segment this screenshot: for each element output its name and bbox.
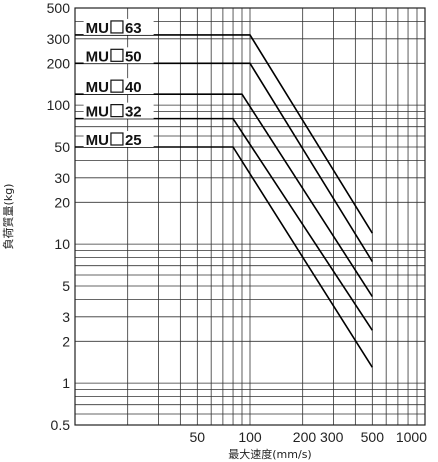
series-line (75, 146, 373, 368)
y-tick-label: 10 (54, 236, 70, 252)
plot-frame (74, 7, 426, 426)
series-line (75, 117, 373, 331)
x-tick-label: 200 300 (293, 429, 344, 445)
x-tick-label: 1000 (396, 429, 427, 445)
y-tick-label: 3 (62, 309, 70, 325)
series-label: MU (86, 48, 109, 65)
series-label: MU (86, 20, 109, 37)
y-tick-label: 200 (47, 55, 71, 71)
series-label-bg (83, 47, 154, 64)
series-label-square (110, 48, 124, 62)
series-label-size: 63 (125, 20, 142, 37)
x-axis-label: 最大速度(mm/s) (228, 447, 311, 461)
y-tick-label: 1 (62, 375, 70, 391)
y-tick-label: 300 (47, 31, 71, 47)
series-label-size: 25 (125, 132, 142, 149)
series-label-size: 32 (125, 104, 142, 121)
series-line (75, 93, 373, 297)
series-label-size: 40 (125, 79, 142, 96)
series-label-square (110, 20, 124, 34)
y-tick-label: 50 (54, 139, 70, 155)
x-tick-label: 500 (361, 429, 385, 445)
y-tick-label: 100 (47, 97, 71, 113)
series-label-square (110, 104, 124, 118)
y-tick-label: 2 (62, 333, 70, 349)
series-label-bg (83, 102, 154, 119)
series-label: MU (86, 79, 109, 96)
series-label: MU (86, 132, 109, 149)
series-label-bg (83, 18, 154, 35)
series-label-bg (83, 78, 154, 95)
series-label-square (110, 132, 124, 146)
y-tick-label: 30 (54, 170, 70, 186)
y-tick-label: 0.5 (51, 417, 71, 433)
series-label-size: 50 (125, 48, 142, 65)
y-tick-label: 5 (62, 278, 70, 294)
y-tick-label: 20 (54, 194, 70, 210)
y-tick-label: 500 (47, 0, 71, 16)
x-tick-label: 100 (238, 429, 262, 445)
x-tick-label: 50 (190, 429, 206, 445)
series-label-bg (83, 131, 154, 147)
series-label: MU (86, 104, 109, 121)
series-label-square (110, 79, 124, 93)
y-axis-label: 負荷質量(kg) (1, 184, 15, 250)
